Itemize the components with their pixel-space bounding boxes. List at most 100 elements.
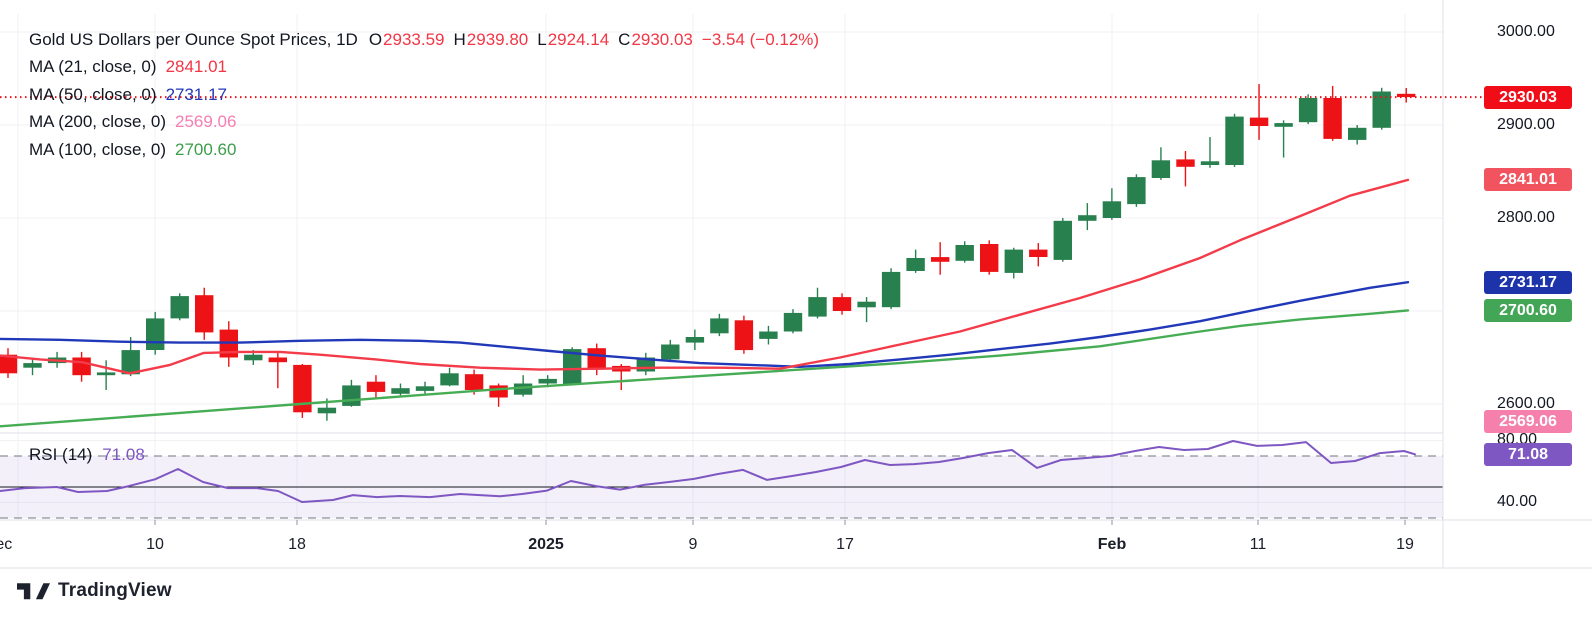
ohlc-item-value: 2933.59: [383, 29, 445, 49]
candle-body: [72, 357, 91, 376]
price-label-badge: 2731.17: [1484, 270, 1572, 294]
candle-body: [23, 363, 42, 368]
candle-body: [563, 349, 582, 385]
ma-legend-row[interactable]: MA (200, close, 0) 2569.06: [29, 109, 819, 137]
candle-body: [170, 296, 189, 319]
rsi-value: 71.08: [102, 445, 145, 464]
price-tick-label: 2800.00: [1497, 208, 1555, 226]
candle-body: [1053, 220, 1072, 260]
candle-body: [366, 381, 386, 392]
candle-body: [1176, 159, 1195, 167]
ohlc-item-label: H: [453, 29, 466, 49]
candle-body: [980, 244, 999, 272]
price-axis[interactable]: 3000.00 2900.00 2800.00 2600.00 80.00 40.00 29…: [1443, 0, 1592, 568]
candle-body: [685, 337, 705, 343]
price-label-badge: 71.08: [1484, 442, 1572, 466]
candle-body: [195, 295, 214, 333]
candle-body: [1078, 215, 1097, 221]
ma-value: 2731.17: [165, 84, 228, 104]
symbol-title: Gold US Dollars per Ounce Spot Prices, 1…: [29, 29, 358, 49]
candle-body: [832, 297, 852, 311]
candle-body: [710, 318, 729, 334]
ohlc-item-label: O: [368, 29, 383, 49]
candle-body: [464, 374, 484, 390]
tradingview-logo-text: TradingView: [58, 580, 172, 601]
ohlc-values: O2933.59 H2939.80 L2924.14 C2930.03: [360, 30, 693, 50]
candle-body: [1225, 116, 1244, 165]
time-tick-label: 17: [836, 536, 854, 553]
candle-body: [293, 364, 312, 413]
legend: Gold US Dollars per Ounce Spot Prices, 1…: [29, 26, 819, 164]
time-tick-label: 19: [1396, 536, 1414, 553]
candle-body: [1348, 127, 1367, 140]
ma-legend-row[interactable]: MA (21, close, 0) 2841.01: [29, 54, 819, 82]
time-tick-label: Dec: [0, 536, 13, 553]
ma100-line: [0, 309, 1410, 428]
rsi-line: [0, 440, 1416, 503]
ma-label: MA (50, close, 0): [29, 84, 157, 104]
candle-body: [1323, 98, 1342, 139]
ohlc-item-value: 2924.14: [547, 29, 610, 49]
price-tick-label: 3000.00: [1497, 22, 1555, 40]
candle-body: [1200, 161, 1220, 165]
candle-body: [513, 383, 533, 395]
candle-body: [661, 344, 680, 360]
tradingview-logo-icon: [17, 582, 50, 599]
candle-body: [146, 318, 165, 350]
candle-body: [906, 258, 925, 271]
time-tick-label: Feb: [1097, 536, 1127, 553]
price-tick-label: 2600.00: [1497, 394, 1555, 412]
candle-body: [415, 386, 435, 391]
ma-label: MA (21, close, 0): [29, 57, 157, 77]
candle-body: [342, 385, 361, 406]
candle-body: [96, 372, 116, 376]
ma-legend-rows: MA (21, close, 0) 2841.01 MA (50, close, 0…: [29, 54, 819, 164]
time-tick-label: 18: [288, 536, 306, 553]
price-label-badge: 2841.01: [1484, 168, 1572, 192]
rsi-legend-row[interactable]: RSI (14) 71.08: [29, 445, 145, 465]
candle-body: [1397, 93, 1416, 98]
time-tick-label: 2025: [528, 536, 564, 553]
price-tick-label: 2900.00: [1497, 115, 1555, 133]
candle-body: [1029, 249, 1048, 257]
candle-body: [955, 245, 974, 261]
tradingview-logo[interactable]: TradingView: [17, 580, 172, 602]
horizontal-gridlines: [0, 31, 1443, 503]
ohlc-item-label: C: [618, 29, 631, 49]
time-tick-label: 9: [688, 536, 698, 553]
candle-body: [783, 312, 803, 332]
ma-value: 2841.01: [165, 57, 228, 77]
candle-body: [317, 407, 337, 414]
time-axis[interactable]: Dec 10 18 2025 9 17 Feb 11 19: [0, 520, 1592, 568]
ma-label: MA (100, close, 0): [29, 139, 167, 159]
ma-legend-row[interactable]: MA (50, close, 0) 2731.17: [29, 81, 819, 109]
time-tick-label: 10: [146, 536, 164, 553]
candle-body: [1127, 177, 1146, 205]
ma-legend-row[interactable]: MA (100, close, 0) 2700.60: [29, 136, 819, 164]
ma-value: 2569.06: [175, 112, 237, 132]
ma-label: MA (200, close, 0): [29, 112, 167, 132]
time-tick-label: 11: [1249, 536, 1267, 553]
candle-body: [440, 373, 459, 386]
candle-body: [244, 354, 263, 361]
price-change: −3.54 (−0.12%): [701, 29, 820, 49]
price-label-badge: 2700.60: [1484, 298, 1572, 322]
candle-body: [734, 320, 754, 351]
rsi-tick-label: 40.00: [1497, 493, 1538, 510]
candle-body: [1249, 117, 1269, 126]
candle-body: [1004, 249, 1023, 273]
symbol-ohlc-row[interactable]: Gold US Dollars per Ounce Spot Prices, 1…: [29, 26, 819, 54]
candle-body: [1372, 91, 1391, 128]
candle-body: [881, 271, 901, 308]
rsi-label: RSI (14): [29, 445, 93, 464]
candle-body: [121, 350, 140, 375]
candle-body: [759, 331, 778, 339]
candle-body: [587, 348, 606, 370]
candle-body: [489, 385, 508, 398]
price-label-badge: 2569.06: [1484, 409, 1572, 433]
candle-body: [931, 257, 950, 262]
ma50-line: [0, 281, 1410, 368]
candle-body: [808, 297, 827, 317]
ma-value: 2700.60: [175, 139, 237, 159]
